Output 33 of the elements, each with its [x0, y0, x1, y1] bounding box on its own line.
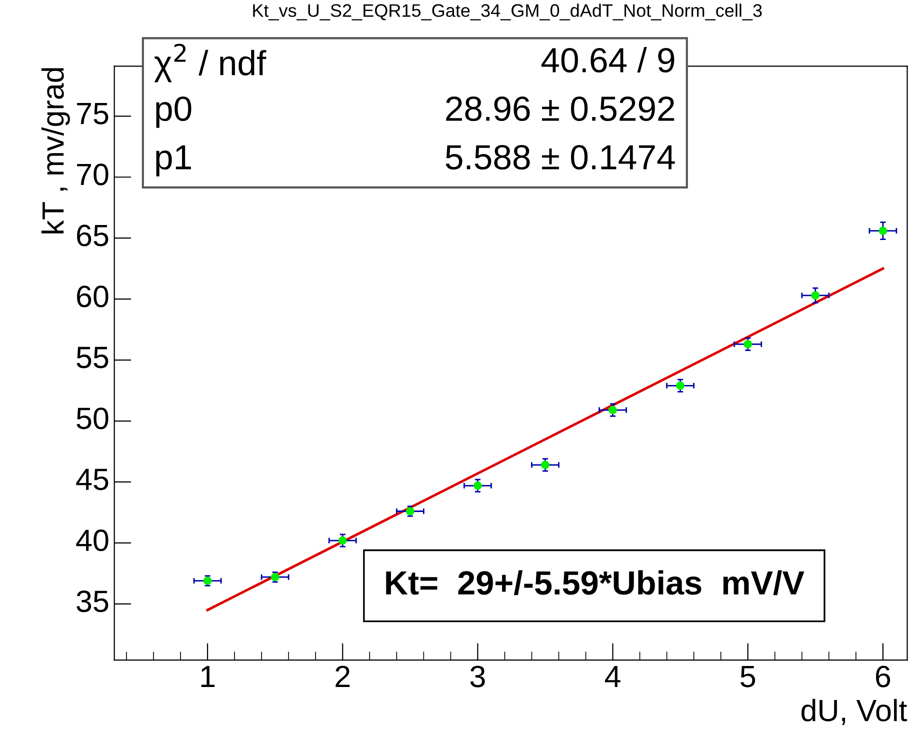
- point: [676, 381, 684, 390]
- y-tick-label: 35: [76, 590, 108, 612]
- y-tick-label: 45: [76, 468, 108, 490]
- x-tick-label: 5: [740, 666, 756, 688]
- x-tick-label: 3: [470, 666, 485, 688]
- y-tick-label: 40: [76, 530, 108, 552]
- annotation: 5.588 ± 0.1474: [446, 144, 675, 170]
- point: [811, 291, 820, 300]
- annotation: p1: [156, 145, 191, 176]
- point: [878, 226, 888, 235]
- x-tick-label: 6: [876, 666, 890, 688]
- annotation: 28.96 ± 0.5292: [446, 96, 674, 122]
- y-axis-title: kT , mv/grad: [41, 68, 70, 234]
- annotation: χ$^{2}$ / ndf: [154, 44, 266, 82]
- y-tick-label: 60: [77, 286, 108, 308]
- point: [608, 406, 617, 414]
- y-tick-label: 65: [77, 224, 108, 246]
- y-tick-label: 50: [76, 408, 108, 430]
- point: [541, 460, 550, 470]
- annotation: 40.64 / 9: [541, 47, 674, 73]
- annotation: p0: [156, 96, 192, 128]
- point: [744, 340, 752, 348]
- x-axis-title: dU, Volt: [802, 698, 908, 725]
- y-tick-label: 55: [76, 346, 108, 368]
- x-tick-label: 1: [201, 666, 215, 688]
- chart-title: Kt_vs_U_S2_EQR15_Gate_34_GM_0_dAdT_Not_Norm_cell_3: [253, 4, 762, 20]
- y-tick-label: 75: [77, 103, 108, 124]
- y-tick-label: 70: [77, 164, 108, 186]
- x-tick-label: 4: [604, 666, 620, 688]
- annotation: Kt= 29+/-5.59*Ubias mV/V: [386, 570, 804, 596]
- point: [474, 481, 482, 490]
- x-tick-label: 2: [336, 666, 350, 688]
- point: [338, 536, 347, 545]
